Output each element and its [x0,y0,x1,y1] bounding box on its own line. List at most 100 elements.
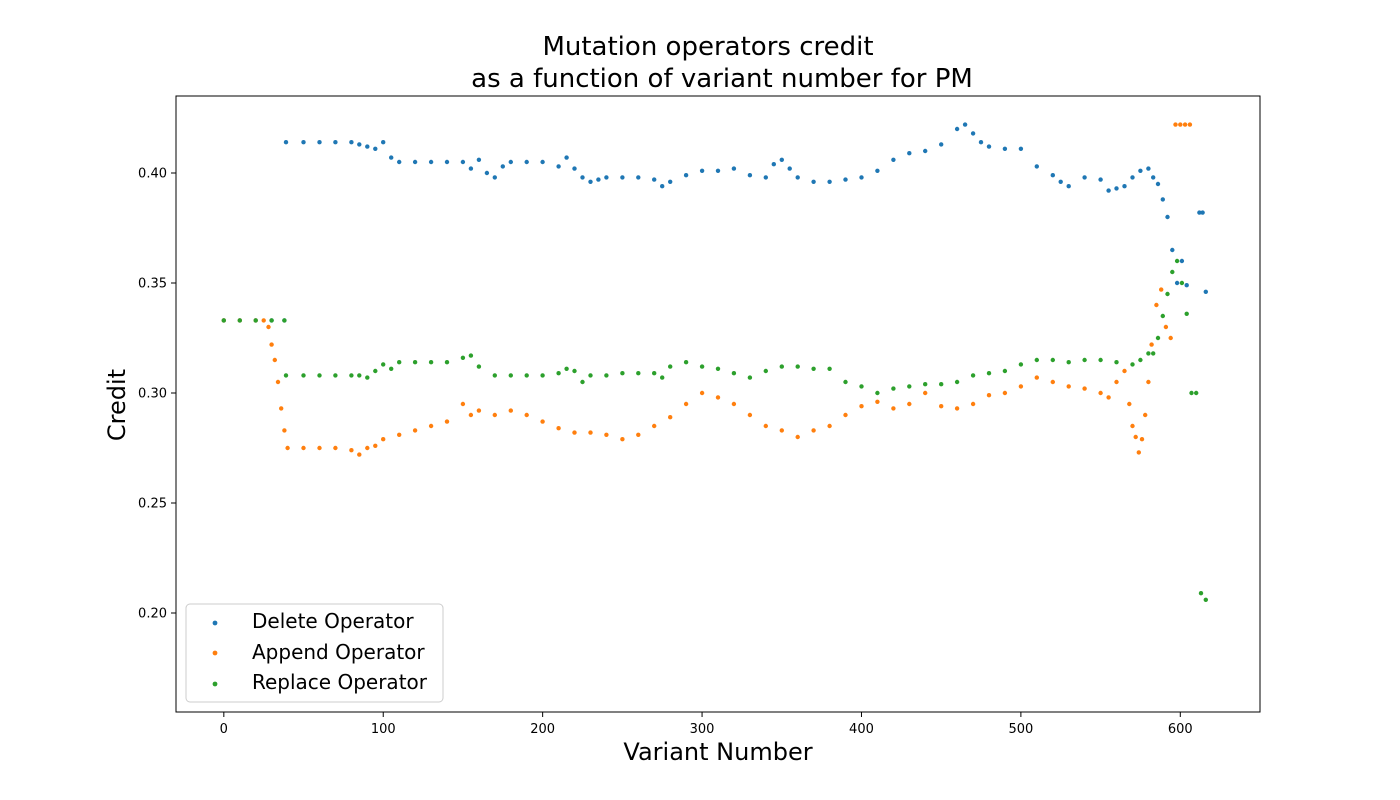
data-point [269,342,274,347]
data-point [1187,122,1193,127]
data-point [460,401,466,407]
data-point [572,430,577,435]
data-point [492,412,497,418]
y-axis-label: Credit [103,369,131,441]
data-point [540,159,545,165]
data-point [1154,302,1159,308]
data-point [859,384,864,389]
data-point [795,175,800,180]
data-point [843,379,848,385]
data-point [373,368,378,374]
data-point [636,175,641,180]
data-point [1066,360,1071,365]
data-point [1114,186,1119,191]
data-point [668,364,673,369]
data-point [1114,360,1119,365]
data-point [1174,280,1180,286]
data-point [970,131,976,136]
data-point [891,386,896,391]
data-point [524,412,529,418]
y-tick-label: 0.25 [138,497,167,512]
data-point [564,155,569,160]
series-delete-operator [221,122,1209,323]
data-point [524,373,529,378]
data-point [811,179,816,184]
x-tick-label: 300 [690,722,715,737]
data-point [389,366,394,371]
legend-label-append: Append Operator [252,640,425,664]
data-point [1163,324,1169,330]
data-point [275,379,281,385]
data-point [620,437,625,442]
data-point [564,366,569,371]
data-point [476,364,482,369]
data-point [365,445,370,451]
data-point [412,428,418,433]
data-point [1165,214,1170,220]
data-point [875,390,880,396]
legend-marker-replace [212,681,218,687]
data-point [1160,313,1166,319]
data-point [1143,412,1148,418]
plot-area [221,122,1209,602]
data-point [540,373,545,378]
data-point [1133,434,1138,440]
data-point [954,126,960,132]
axis-ticks: 0 100 200 300 400 500 600 0.20 0.25 0.30 0.35 0.40 [138,167,1193,738]
data-point [668,415,673,420]
data-point [1002,390,1008,396]
data-point [476,408,482,413]
data-point [508,408,513,413]
data-point [1066,184,1071,189]
data-point [747,412,753,418]
x-tick-label: 500 [1008,722,1033,737]
data-point [699,390,705,396]
data-point [827,179,832,184]
data-point [1106,188,1111,193]
data-point [747,173,753,178]
data-point [428,423,434,429]
data-point [795,434,800,440]
data-point [636,371,641,376]
data-point [1203,597,1209,602]
data-point [1034,357,1040,363]
data-point [588,430,593,435]
data-point [272,357,277,363]
data-point [907,151,912,156]
data-point [283,140,289,145]
chart-title-line-1: Mutation operators credit [542,32,873,62]
data-point [986,393,992,398]
data-point [253,318,258,323]
data-point [604,175,609,180]
x-tick-label: 0 [220,722,228,737]
data-point [1082,386,1087,391]
data-point [1155,181,1161,187]
data-point [357,142,362,147]
data-point [939,382,944,387]
data-point [1082,175,1087,180]
data-point [1182,122,1188,127]
data-point [1122,184,1127,189]
data-point [397,159,402,165]
data-point [715,395,721,400]
data-point [1146,351,1151,356]
legend-box [185,603,444,703]
data-point [923,382,928,387]
data-point [652,177,657,182]
data-point [373,443,378,448]
data-point [365,144,370,149]
data-point [1151,175,1156,180]
data-point [939,142,944,147]
data-point [978,140,984,145]
data-point [683,360,689,365]
data-point [1179,258,1185,264]
data-point [843,412,848,418]
data-point [827,423,832,429]
data-point [652,371,657,376]
data-point [1178,122,1183,127]
data-point [962,122,968,127]
data-point [1149,342,1154,347]
data-point [620,371,625,376]
data-point [317,373,322,378]
data-point [508,373,513,378]
